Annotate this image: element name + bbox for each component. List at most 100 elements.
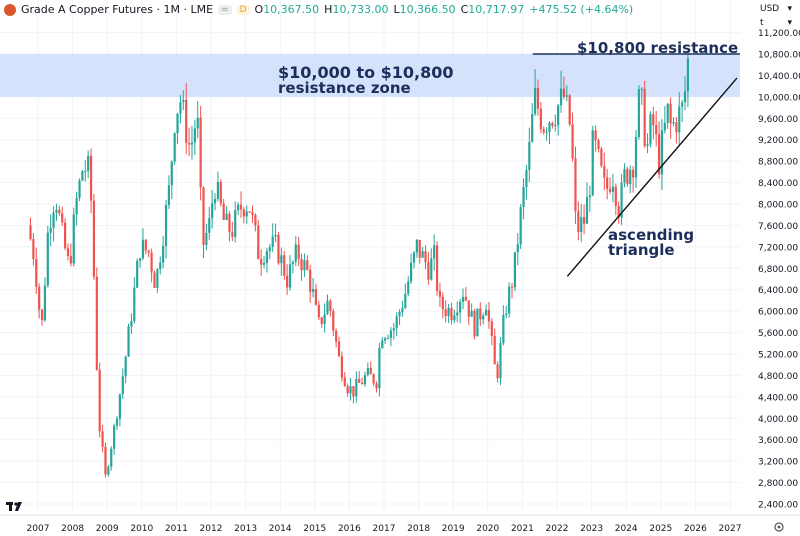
- candle-body: [167, 185, 171, 206]
- candle-body: [300, 258, 303, 271]
- candle-body: [404, 293, 407, 308]
- candle-body: [516, 244, 519, 253]
- x-tick-label: 2025: [649, 524, 672, 534]
- candle-body: [574, 158, 577, 212]
- candle-body: [571, 124, 574, 159]
- x-tick-label: 2016: [338, 524, 361, 534]
- candle-body: [179, 102, 182, 114]
- y-tick-label: 7,200.00: [758, 243, 798, 253]
- candle-body: [640, 88, 643, 90]
- candle-body: [499, 343, 502, 379]
- candle-body: [386, 337, 390, 339]
- candle-body: [686, 58, 690, 92]
- currency-select[interactable]: USD ▾: [760, 4, 792, 14]
- candle-body: [493, 336, 496, 365]
- candle-body: [306, 260, 309, 270]
- candle-body: [283, 255, 286, 276]
- candle-body: [98, 369, 101, 432]
- candle-body: [441, 296, 444, 310]
- y-tick-label: 3,600.00: [758, 436, 798, 446]
- candle-body: [360, 382, 364, 385]
- candle-body: [216, 181, 220, 199]
- candle-body: [675, 122, 678, 133]
- candle-body: [127, 326, 130, 357]
- candle-body: [522, 187, 525, 208]
- candle-body: [410, 262, 413, 282]
- candle-body: [562, 88, 566, 97]
- candle-body: [378, 347, 381, 389]
- candle-body: [580, 217, 583, 233]
- candle-body: [52, 212, 55, 228]
- candle-body: [473, 310, 476, 337]
- candle-body: [118, 394, 121, 419]
- candle-body: [623, 168, 626, 183]
- currency-label: USD: [760, 4, 780, 14]
- candle-body: [634, 137, 638, 178]
- candle-body: [435, 245, 439, 291]
- candle-body: [335, 330, 338, 342]
- candle-body: [669, 103, 672, 124]
- symbol-title[interactable]: Grade A Copper Futures · 1M · LME: [21, 3, 214, 16]
- candle-body: [84, 171, 87, 173]
- candle-body: [678, 106, 681, 133]
- candle-body: [533, 87, 537, 114]
- y-tick-label: 10,400.00: [758, 72, 800, 82]
- data-badge: D: [236, 4, 250, 15]
- x-tick-label: 2013: [234, 524, 257, 534]
- candle-body: [568, 95, 571, 125]
- candle-body: [89, 155, 93, 201]
- candle-body: [254, 214, 257, 226]
- candle-body: [415, 239, 418, 253]
- candle-body: [557, 105, 560, 126]
- x-tick-label: 2011: [165, 524, 188, 534]
- high-value: 10,733.00: [332, 3, 389, 16]
- candle-body: [398, 311, 401, 317]
- candle-body: [407, 281, 410, 294]
- candle-body: [213, 198, 217, 204]
- candle-body: [611, 186, 615, 192]
- candle-body: [274, 234, 277, 237]
- y-tick-label: 10,800.00: [758, 51, 800, 61]
- unit-label: t: [760, 18, 764, 28]
- settings-icon[interactable]: [774, 522, 784, 532]
- candle-body: [577, 211, 580, 233]
- candle-body: [35, 259, 38, 287]
- candle-body: [594, 130, 597, 141]
- candle-body: [262, 263, 266, 265]
- unit-select[interactable]: t ▾: [760, 18, 792, 28]
- candle-body: [29, 225, 32, 240]
- candle-body: [366, 367, 369, 376]
- candle-body: [323, 314, 326, 324]
- candle-body: [66, 248, 70, 256]
- resistance-label: $10,800 resistance: [577, 39, 738, 57]
- candle-body: [248, 211, 251, 213]
- candle-body: [190, 142, 194, 145]
- x-tick-label: 2026: [684, 524, 707, 534]
- candle-body: [92, 200, 96, 277]
- candle-body: [329, 300, 332, 312]
- y-tick-label: 6,400.00: [758, 286, 798, 296]
- time-axis[interactable]: 2007 2008 2009 2010 2011 2012 2013 2014 2015 2016…: [27, 524, 742, 534]
- candle-body: [666, 103, 669, 123]
- candle-body: [317, 304, 320, 318]
- x-tick-label: 2019: [442, 524, 465, 534]
- candle-body: [81, 171, 84, 181]
- candle-body: [453, 315, 456, 321]
- price-axis[interactable]: 11,200.00 10,800.00 10,400.00 10,000.00 9,60…: [758, 29, 800, 510]
- chevron-down-icon: ▾: [787, 4, 792, 14]
- y-tick-label: 3,200.00: [758, 458, 798, 468]
- candle-body: [101, 431, 104, 447]
- candle-body: [234, 210, 237, 237]
- candle-body: [343, 377, 346, 387]
- candle-body: [75, 197, 78, 215]
- x-tick-label: 2022: [546, 524, 569, 534]
- candle-body: [182, 99, 185, 103]
- candle-body: [381, 340, 384, 348]
- candle-body: [228, 213, 231, 233]
- candle-body: [162, 245, 165, 263]
- candle-body: [288, 264, 292, 288]
- zone-label-1: $10,000 to $10,800: [278, 63, 454, 82]
- candle-body: [320, 317, 323, 324]
- candle-body: [205, 232, 208, 245]
